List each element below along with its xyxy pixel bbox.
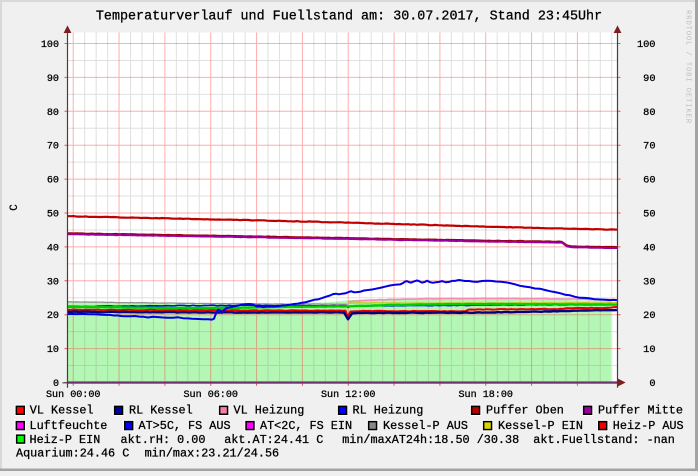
svg-text:Puffer Mitte: Puffer Mitte <box>598 404 683 418</box>
svg-text:Kessel-P AUS: Kessel-P AUS <box>383 419 468 433</box>
svg-text:90: 90 <box>47 74 59 85</box>
svg-text:VL Heizung: VL Heizung <box>234 404 305 418</box>
svg-text:50: 50 <box>643 209 655 221</box>
svg-text:AT<2C, FS EIN: AT<2C, FS EIN <box>260 419 352 433</box>
svg-text:Sun 06:00: Sun 06:00 <box>183 390 238 401</box>
svg-text:50: 50 <box>47 210 59 221</box>
svg-text:Puffer Oben: Puffer Oben <box>486 404 564 418</box>
svg-text:akt.AT:24.41 C: akt.AT:24.41 C <box>224 433 323 447</box>
svg-text:Luftfeuchte: Luftfeuchte <box>30 419 108 433</box>
svg-text:Heiz-P AUS: Heiz-P AUS <box>613 419 684 433</box>
svg-text:10: 10 <box>643 344 655 356</box>
svg-text:0: 0 <box>53 379 59 390</box>
svg-text:Sun 18:00: Sun 18:00 <box>458 390 513 401</box>
svg-text:60: 60 <box>47 176 59 187</box>
svg-text:Heiz-P EIN: Heiz-P EIN <box>30 433 101 447</box>
svg-text:Kessel-P EIN: Kessel-P EIN <box>498 419 583 433</box>
svg-text:RL Kessel: RL Kessel <box>129 404 193 418</box>
svg-text:70: 70 <box>643 141 655 153</box>
svg-text:30: 30 <box>643 276 655 288</box>
svg-text:Sun 00:00: Sun 00:00 <box>46 390 101 401</box>
svg-text:90: 90 <box>643 73 655 85</box>
svg-text:0: 0 <box>649 378 655 390</box>
svg-text:30: 30 <box>47 277 59 288</box>
svg-text:C: C <box>9 204 21 211</box>
svg-text:Sun 12:00: Sun 12:00 <box>321 390 376 401</box>
svg-text:100: 100 <box>41 40 59 51</box>
svg-text:RRDTOOL / TOBI OETIKER: RRDTOOL / TOBI OETIKER <box>684 10 692 124</box>
svg-text:akt.rH: 0.00: akt.rH: 0.00 <box>121 433 206 447</box>
svg-text:70: 70 <box>47 142 59 153</box>
svg-text:min/max:23.21/24.56: min/max:23.21/24.56 <box>145 446 280 460</box>
svg-text:20: 20 <box>47 311 59 322</box>
svg-text:Aquarium:24.46 C: Aquarium:24.46 C <box>16 446 129 460</box>
svg-text:20: 20 <box>643 310 655 322</box>
svg-text:80: 80 <box>47 108 59 119</box>
svg-text:60: 60 <box>643 175 655 187</box>
svg-text:80: 80 <box>643 107 655 119</box>
svg-text:akt.Fuellstand: -nan: akt.Fuellstand: -nan <box>533 433 675 447</box>
svg-text:VL Kessel: VL Kessel <box>30 404 94 418</box>
svg-text:AT>5C, FS AUS: AT>5C, FS AUS <box>139 419 231 433</box>
svg-text:Temperaturverlauf und Fuellsta: Temperaturverlauf und Fuellstand am: 30.… <box>96 10 602 25</box>
svg-text:40: 40 <box>643 242 655 254</box>
svg-text:100: 100 <box>637 39 656 51</box>
svg-text:10: 10 <box>47 345 59 356</box>
svg-text:min/maxAT24h:18.50 /30.38: min/maxAT24h:18.50 /30.38 <box>342 433 519 447</box>
svg-text:40: 40 <box>47 243 59 254</box>
svg-text:RL Heizung: RL Heizung <box>353 404 424 418</box>
